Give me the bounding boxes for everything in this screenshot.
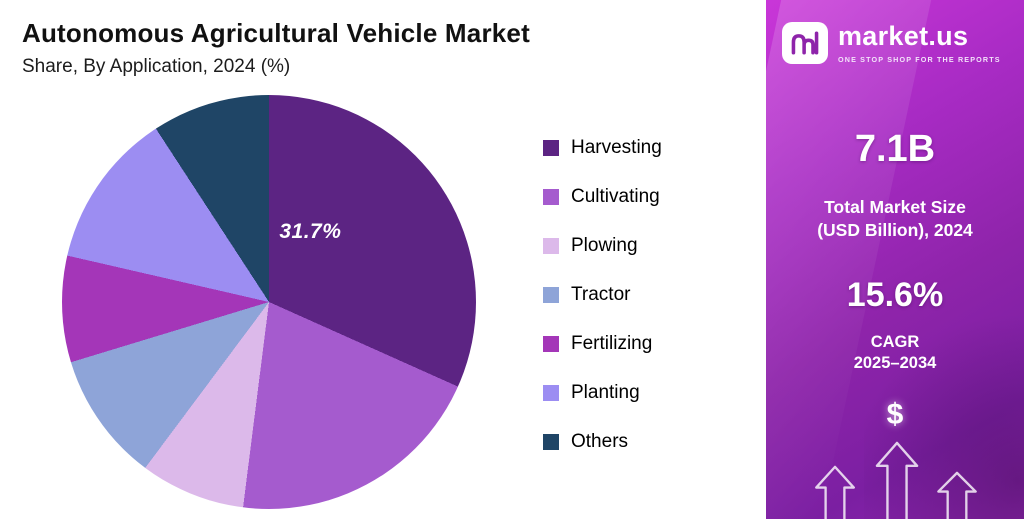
legend-label: Planting <box>571 381 640 403</box>
chart-subtitle: Share, By Application, 2024 (%) <box>22 56 291 77</box>
legend-swatch <box>543 188 559 205</box>
legend-item: Cultivating <box>543 185 662 207</box>
cagr-value: 15.6% <box>846 276 944 314</box>
legend-label: Fertilizing <box>571 332 653 354</box>
up-arrow-icon <box>815 465 855 519</box>
legend-swatch <box>543 335 559 352</box>
pie-chart-area: 31.7% <box>62 95 476 509</box>
legend-label: Harvesting <box>571 136 662 158</box>
legend-swatch <box>543 139 559 156</box>
cagr-label: CAGR 2025–2034 <box>766 332 1024 375</box>
market-size-label-line1: Total Market Size <box>824 197 966 217</box>
cagr-label-line1: CAGR <box>870 333 920 351</box>
legend-item: Planting <box>543 381 662 403</box>
legend-label: Tractor <box>571 283 631 305</box>
brand-tagline: ONE STOP SHOP FOR THE REPORTS <box>838 54 1001 64</box>
legend-item: Others <box>543 430 662 452</box>
legend-label: Others <box>571 430 629 452</box>
marketus-logo-icon <box>782 22 828 64</box>
brand-text: market.us ONE STOP SHOP FOR THE REPORTS <box>838 20 1001 64</box>
dollar-symbol: $ <box>886 398 904 431</box>
legend-item: Tractor <box>543 283 662 305</box>
pie-slice-label: 31.7% <box>279 219 342 243</box>
legend-swatch <box>543 237 559 254</box>
legend-item: Fertilizing <box>543 332 662 354</box>
cagr-label-line2: 2025–2034 <box>853 354 937 373</box>
brand: market.us ONE STOP SHOP FOR THE REPORTS <box>782 22 1001 64</box>
market-size-value: 7.1B <box>854 128 936 170</box>
market-size-label: Total Market Size (USD Billion), 2024 <box>766 196 1024 242</box>
pie-chart <box>62 95 476 509</box>
brand-name: market.us <box>838 20 969 51</box>
legend-swatch <box>543 286 559 303</box>
legend-swatch <box>543 433 559 450</box>
page-title: Autonomous Agricultural Vehicle Market <box>22 18 530 48</box>
legend-label: Plowing <box>571 234 638 256</box>
legend-label: Cultivating <box>571 185 660 207</box>
legend-item: Harvesting <box>543 136 662 158</box>
legend-swatch <box>543 384 559 401</box>
chart-legend: Harvesting Cultivating Plowing Tractor Ferti… <box>543 136 662 452</box>
market-size-label-line2: (USD Billion), 2024 <box>817 219 973 240</box>
up-arrow-icon <box>937 471 977 519</box>
up-arrow-icon <box>875 441 919 519</box>
growth-arrows <box>766 429 1024 519</box>
promo-panel: market.us ONE STOP SHOP FOR THE REPORTS … <box>766 0 1024 519</box>
legend-item: Plowing <box>543 234 662 256</box>
chart-section: Autonomous Agricultural Vehicle Market S… <box>22 18 662 509</box>
